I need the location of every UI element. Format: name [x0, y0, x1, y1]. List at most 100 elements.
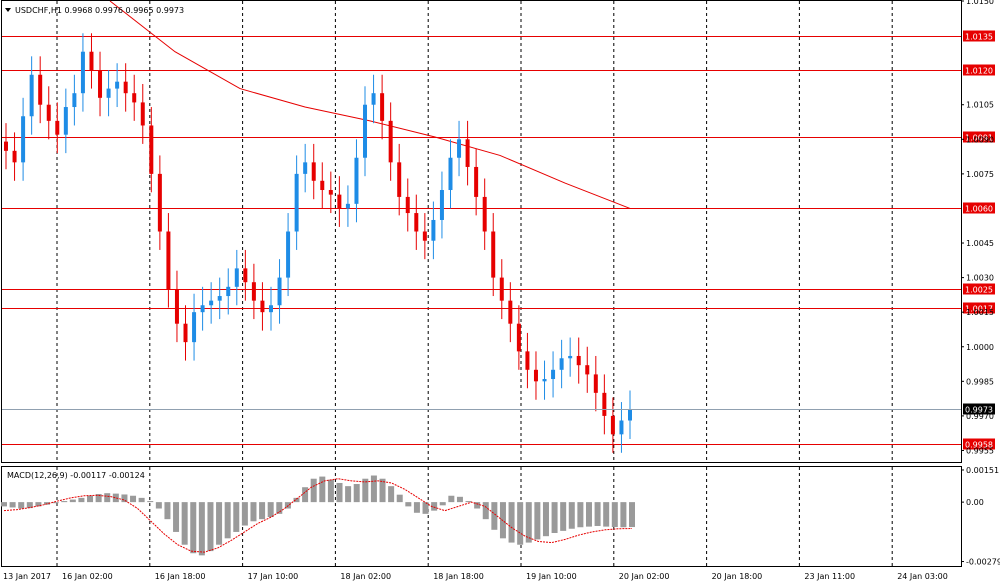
macd-bar: [396, 494, 403, 503]
macd-bar: [508, 502, 515, 543]
candle-body: [192, 312, 197, 343]
candle-body: [260, 300, 265, 313]
candle-body: [12, 150, 17, 163]
candle-body: [610, 415, 615, 435]
macd-bar: [370, 475, 377, 503]
macd-bar: [345, 486, 352, 503]
macd-tick-label: -0.00279: [966, 558, 1000, 567]
candle-body: [568, 355, 573, 359]
macd-bar: [164, 502, 171, 520]
candles: [4, 33, 632, 453]
candle-body: [123, 81, 128, 94]
macd-bar: [233, 502, 240, 532]
time-tick-label: 19 Jan 10:00: [526, 572, 577, 581]
macd-bar: [388, 486, 395, 503]
price-tick-label: 1.0030: [966, 274, 994, 283]
macd-bar: [302, 487, 309, 503]
level-tag-label: 1.0017: [965, 305, 993, 314]
macd-bar: [224, 502, 231, 539]
candle-body: [585, 365, 590, 375]
candle-body: [98, 70, 103, 98]
level-tag: [963, 30, 995, 42]
macd-bar: [104, 493, 111, 503]
candle-body: [551, 369, 556, 380]
macd-bar: [525, 502, 532, 543]
macd-bar: [138, 497, 145, 503]
macd-bar: [542, 502, 549, 537]
dropdown-triangle-icon[interactable]: [5, 8, 11, 12]
macd-bar: [551, 502, 558, 533]
macd-bar: [431, 502, 438, 511]
candle-body: [217, 296, 222, 301]
candle-body: [371, 93, 376, 105]
candle-body: [226, 286, 231, 297]
candle-body: [559, 358, 564, 370]
macd-bar: [78, 497, 85, 503]
candle-body: [482, 196, 487, 232]
macd-bar: [327, 479, 334, 503]
macd-bar: [9, 502, 16, 508]
time-tick-label: 17 Jan 10:00: [248, 572, 299, 581]
macd-bar: [207, 502, 214, 552]
candle-body: [89, 51, 94, 71]
macd-bar: [456, 496, 463, 503]
candle-body: [21, 116, 26, 163]
candle-body: [251, 282, 256, 301]
candle-body: [311, 162, 316, 181]
candle-body: [286, 231, 291, 278]
candle-body: [174, 289, 179, 324]
candle-body: [576, 355, 581, 366]
macd-bar: [173, 502, 180, 532]
macd-bar: [534, 502, 541, 540]
candle-body: [106, 88, 111, 98]
macd-axis: 0.00151 0.00 -0.00279: [961, 466, 1000, 567]
macd-bar: [517, 502, 524, 545]
macd-bar: [448, 495, 455, 503]
macd-signal: [3, 478, 633, 553]
candle-body: [72, 93, 77, 108]
macd-bar: [112, 493, 119, 503]
macd-bar: [362, 478, 369, 503]
candle-body: [38, 74, 43, 105]
candle-body: [525, 351, 530, 370]
macd-bar: [18, 502, 25, 509]
price-tick-label: 0.9955: [966, 446, 994, 455]
macd-bar: [585, 502, 592, 527]
level-tag: [963, 64, 995, 76]
candle-body: [414, 213, 419, 232]
macd-bar: [26, 502, 33, 509]
horizontal-levels: 1.0135 1.0120 1.0091 1.0060 1.0025 1.0017 0.99…: [2, 30, 995, 450]
price-tick-label: 1.0000: [966, 343, 994, 352]
macd-bar: [69, 499, 76, 503]
macd-bar: [603, 502, 610, 527]
candle-body: [277, 277, 282, 306]
candle-body: [542, 379, 547, 382]
macd-bar: [61, 501, 68, 503]
candle-body: [320, 180, 325, 191]
candle-body: [115, 81, 120, 89]
time-tick-label: 16 Jan 18:00: [155, 572, 206, 581]
candle-body: [55, 120, 60, 135]
macd-bar: [474, 502, 481, 509]
candle-body: [474, 166, 479, 197]
ma-line: [109, 0, 631, 209]
macd-bar: [276, 502, 283, 514]
macd-bar: [1, 502, 7, 507]
price-tick-label: 1.0075: [966, 170, 994, 179]
candle-body: [422, 231, 427, 241]
level-tag: [963, 202, 995, 214]
chart-title: USDCHF,H1 0.9968 0.9976 0.9965 0.9973: [15, 6, 184, 15]
level-tag: [963, 302, 995, 314]
macd-bar: [629, 502, 635, 528]
candle-body: [593, 374, 598, 393]
candle-body: [363, 104, 368, 158]
price-tick-label: 1.0150: [966, 0, 994, 6]
candle-body: [628, 408, 632, 421]
macd-bar: [353, 484, 360, 503]
macd-bar: [336, 482, 343, 503]
macd-bar: [155, 502, 162, 509]
candle-body: [132, 93, 137, 103]
time-tick-label: 23 Jan 11:00: [804, 572, 855, 581]
candle-body: [303, 162, 308, 174]
current-price-label: 0.9973: [965, 406, 993, 415]
